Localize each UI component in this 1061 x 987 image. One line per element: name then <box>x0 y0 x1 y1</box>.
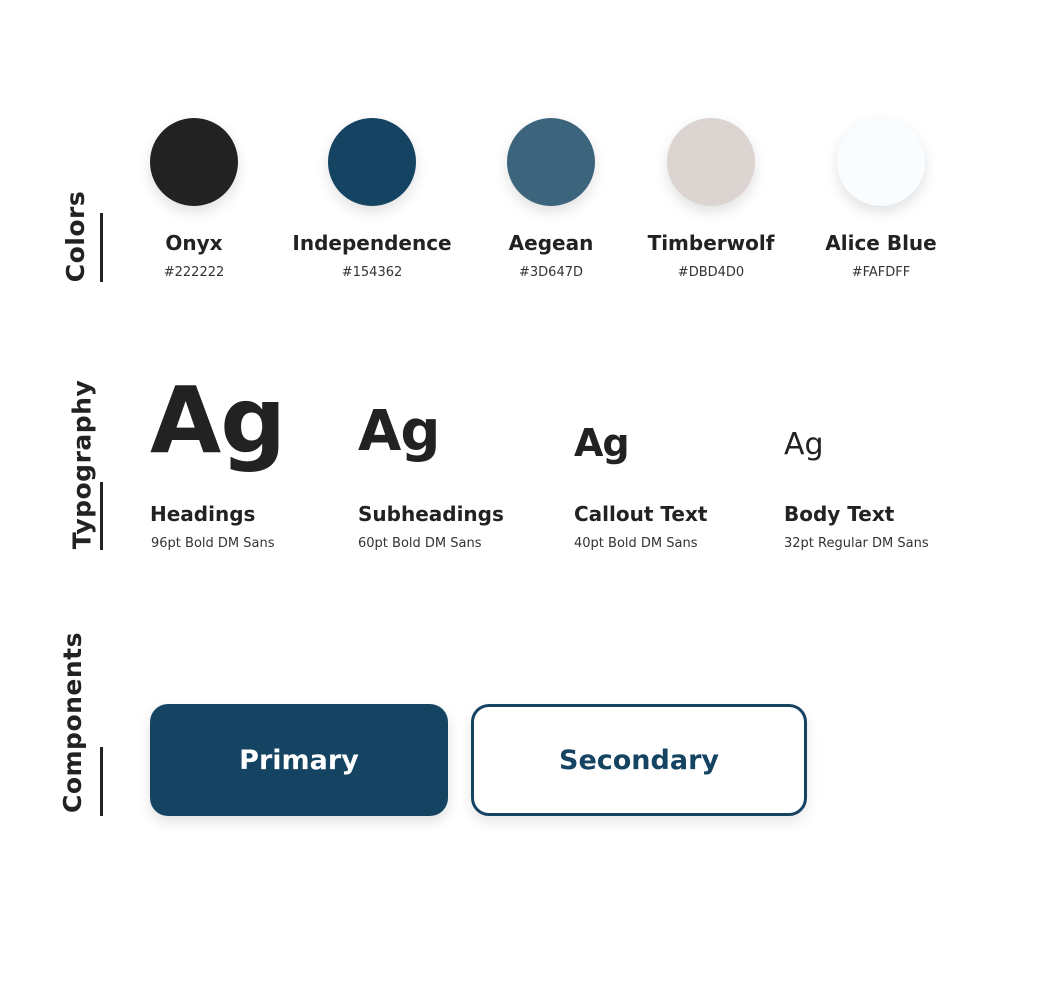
color-name: Timberwolf <box>647 231 775 255</box>
secondary-button[interactable]: Secondary <box>471 704 807 816</box>
type-sample-subheadings: Ag <box>358 399 440 464</box>
color-name: Onyx <box>165 231 223 255</box>
primary-button[interactable]: Primary <box>150 704 448 816</box>
color-swatch-timberwolf <box>667 118 755 206</box>
section-label-colors: Colors <box>52 190 92 282</box>
type-name: Subheadings <box>358 502 504 526</box>
type-sample-callout: Ag <box>574 421 630 465</box>
section-title-typography: Typography <box>67 379 97 550</box>
color-swatch-alice-blue <box>837 118 925 206</box>
type-name: Callout Text <box>574 502 708 526</box>
color-hex: #3D647D <box>519 265 583 280</box>
color-hex: #FAFDFF <box>851 265 911 280</box>
color-swatch-independence <box>328 118 416 206</box>
type-spec: 40pt Bold DM Sans <box>574 536 698 551</box>
type-sample-headings: Ag <box>150 367 286 474</box>
section-divider-typography <box>100 482 103 550</box>
type-name: Headings <box>150 502 256 526</box>
color-swatch-aegean <box>507 118 595 206</box>
color-name: Independence <box>292 231 452 255</box>
section-label-typography: Typography <box>52 380 96 550</box>
section-title-components: Components <box>58 631 88 814</box>
section-divider-components <box>100 747 103 816</box>
color-name: Aegean <box>508 231 594 255</box>
color-hex: #154362 <box>341 265 403 280</box>
section-title-colors: Colors <box>61 190 91 283</box>
color-swatch-onyx <box>150 118 238 206</box>
type-spec: 60pt Bold DM Sans <box>358 536 482 551</box>
color-hex: #DBD4D0 <box>677 265 745 280</box>
type-spec: 96pt Bold DM Sans <box>151 536 275 551</box>
type-sample-body: Ag <box>784 427 824 462</box>
color-hex: #222222 <box>163 265 225 280</box>
section-divider-colors <box>100 213 103 282</box>
type-spec: 32pt Regular DM Sans <box>784 536 929 551</box>
type-name: Body Text <box>784 502 895 526</box>
color-name: Alice Blue <box>825 231 937 255</box>
section-label-components: Components <box>52 628 92 818</box>
